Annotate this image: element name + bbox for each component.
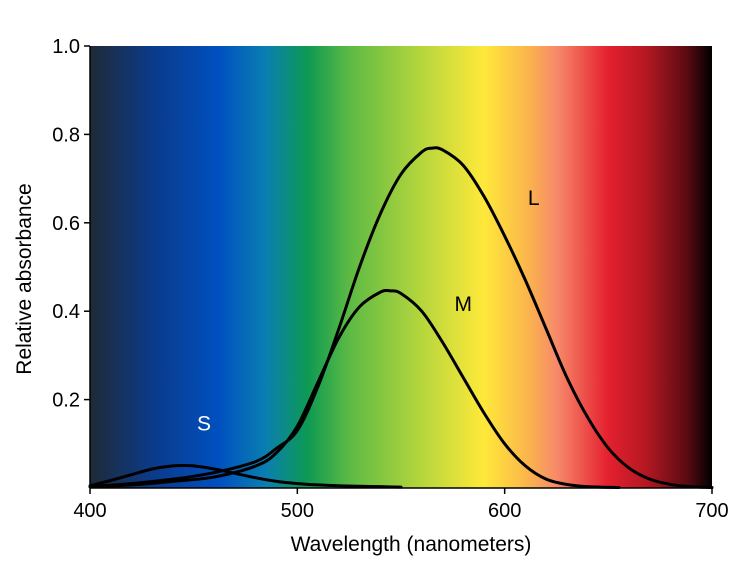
y-tick-label: 1.0 <box>52 36 80 58</box>
y-tick-label: 0.8 <box>52 124 80 146</box>
x-tick-label: 600 <box>488 500 521 522</box>
y-axis-ticks: 0.2 0.4 0.6 0.8 1.0 <box>52 36 90 412</box>
axes <box>89 46 712 489</box>
x-tick-label: 400 <box>73 500 106 522</box>
y-tick-label: 0.6 <box>52 213 80 235</box>
series-line-m <box>88 288 621 490</box>
x-axis-ticks: 400 500 600 700 <box>73 488 729 522</box>
x-axis-title: Wavelength (nanometers) <box>291 533 532 556</box>
series-line-l <box>88 146 714 490</box>
series-label-l: L <box>528 187 540 210</box>
y-axis-title: Relative absorbance <box>13 183 36 374</box>
spectrum-background <box>90 46 712 488</box>
y-tick-label: 0.4 <box>52 301 80 323</box>
y-tick-label: 0.2 <box>52 390 80 412</box>
absorbance-curves <box>88 146 714 490</box>
x-tick-label: 500 <box>281 500 314 522</box>
x-tick-label: 700 <box>695 500 728 522</box>
series-label-m: M <box>454 293 472 316</box>
curve-labels: S M L <box>197 187 540 435</box>
series-label-s: S <box>197 413 211 436</box>
